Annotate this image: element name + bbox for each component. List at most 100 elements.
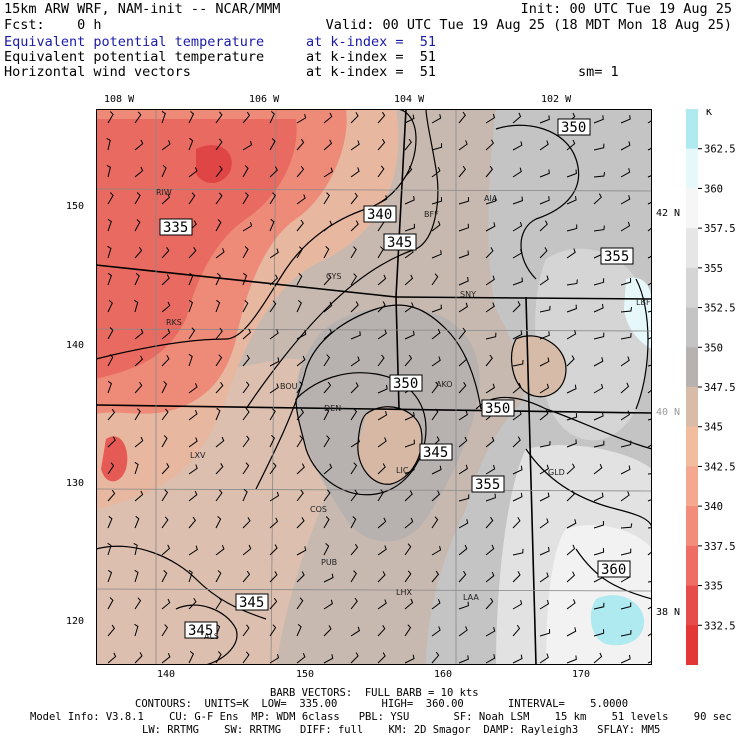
wind-barb [188, 383, 198, 394]
wind-barb [485, 332, 497, 340]
wind-barb [296, 489, 304, 502]
wind-barb [350, 167, 360, 178]
wind-barb [539, 357, 550, 367]
wind-barb [593, 357, 604, 367]
wind-barb [161, 435, 168, 448]
wind-barb [133, 542, 138, 556]
wind-barb [620, 168, 631, 178]
colorbar-tick-label: 342.5 [704, 461, 736, 473]
wind-barb [620, 306, 633, 313]
wind-barb [242, 435, 250, 448]
station-label: BFF [424, 210, 439, 219]
wind-barb [269, 192, 276, 205]
wind-barb [350, 331, 361, 340]
svg-text:345: 345 [387, 235, 412, 251]
station-label: LXV [190, 451, 206, 460]
wind-barb [593, 143, 605, 151]
wind-barb [269, 383, 279, 394]
wind-barb [431, 250, 442, 259]
wind-barb [431, 570, 440, 583]
wind-barb [269, 408, 276, 421]
wind-barb [647, 227, 652, 232]
svg-text:360: 360 [601, 562, 626, 578]
wind-barb [377, 384, 388, 394]
wind-barb [107, 515, 113, 529]
wind-barb [512, 599, 523, 610]
wind-barb [593, 332, 605, 340]
colorbar-swatch [686, 506, 698, 547]
wind-barb [539, 169, 550, 178]
smoothing-label: sm= 1 [578, 64, 619, 80]
wind-barb [377, 571, 386, 583]
lat-label-42n: 42 N [656, 208, 681, 219]
wind-barb [566, 544, 576, 556]
station-label: ALS [204, 632, 219, 641]
lon-label-102w: 102 W [541, 94, 572, 105]
wind-barb [296, 330, 307, 340]
wind-barb [512, 654, 523, 664]
wind-barb [377, 625, 386, 637]
wind-barb [566, 413, 578, 421]
wind-barb [161, 247, 170, 259]
lat-label-40n: 40 N [656, 407, 681, 418]
wind-barb [107, 354, 114, 367]
wind-barb [566, 195, 577, 205]
contour-label: 350 [557, 118, 591, 136]
wind-barb [377, 138, 386, 151]
svg-text:355: 355 [475, 477, 500, 493]
station-label: SNY [460, 290, 476, 299]
station-label: BOU [280, 382, 298, 391]
station-label: CYS [326, 272, 341, 281]
wind-barb [242, 192, 249, 205]
wind-barb [458, 197, 470, 205]
wind-barb [458, 327, 466, 340]
wind-barb [593, 652, 603, 664]
wind-barb [431, 408, 439, 421]
lon-label-106w: 106 W [249, 94, 280, 105]
wind-barb [134, 569, 139, 583]
wind-barb [458, 464, 468, 475]
wind-barb [215, 248, 225, 259]
wind-barb [539, 140, 549, 151]
wind-barb [512, 248, 523, 259]
wind-barb [161, 489, 169, 502]
wind-barb [620, 491, 630, 502]
wind-barb [350, 273, 358, 286]
wind-barb [620, 440, 632, 448]
wind-barb [593, 548, 605, 556]
wind-barb [269, 653, 280, 664]
station-label: PUB [321, 558, 337, 567]
station-label: LHX [396, 588, 412, 597]
wind-barb [539, 247, 548, 259]
wind-barb [215, 138, 223, 151]
wind-barb [323, 435, 330, 448]
wind-barb [134, 299, 139, 313]
wind-barb [323, 654, 334, 664]
wind-barb [404, 654, 415, 664]
wind-barb [404, 624, 412, 637]
wind-barb [134, 652, 143, 664]
wind-barb [215, 651, 222, 664]
wind-barb [404, 570, 412, 583]
wind-barb [269, 357, 280, 367]
colorbar-tick-label: 332.5 [704, 620, 736, 632]
wind-barb [323, 599, 333, 610]
init-time: Init: 00 UTC Tue 19 Aug 25 [520, 1, 732, 17]
wind-barb [377, 301, 386, 313]
wind-barb [350, 516, 357, 529]
contour-legend: CONTOURS: UNITS=K LOW= 335.00 HIGH= 360.… [135, 698, 629, 710]
wind-barb [566, 655, 577, 664]
wind-barb [215, 382, 224, 394]
wind-barb [485, 196, 497, 205]
wind-barb [242, 354, 250, 367]
wind-barb [242, 462, 250, 475]
wind-barb [161, 570, 168, 583]
wind-barb [296, 355, 306, 367]
station-label: GLD [548, 468, 565, 477]
theta-e-map: 350 335 340 345 355 350 350 345 355 360 … [96, 109, 652, 665]
wind-barb [269, 597, 278, 610]
contour-label-group: 350 335 340 345 355 350 350 345 355 360 … [159, 118, 634, 639]
wind-barb [161, 544, 171, 556]
wind-barb [539, 546, 550, 556]
wind-barb [134, 623, 139, 637]
